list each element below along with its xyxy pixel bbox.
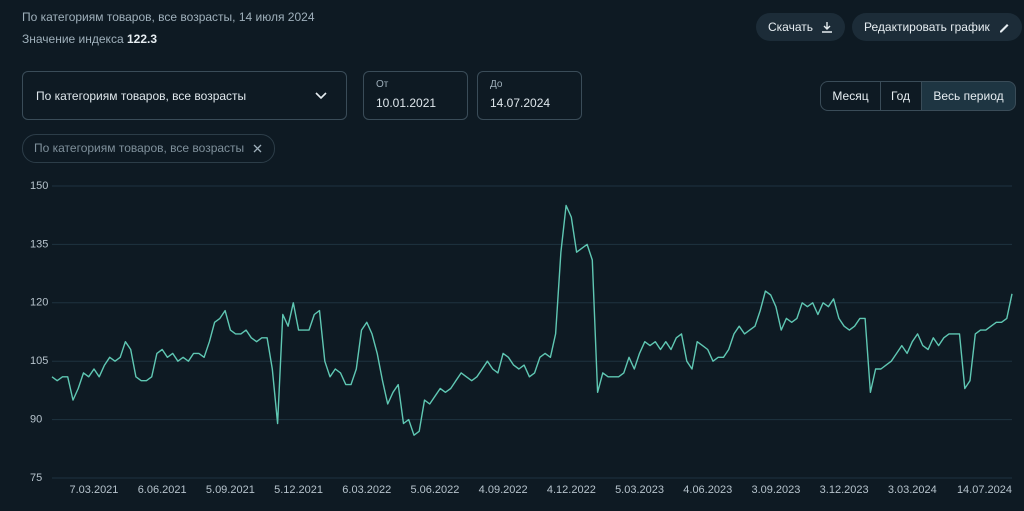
x-tick-label: 7.03.2021 (69, 484, 118, 496)
y-tick-label: 150 (30, 180, 48, 192)
from-value: 10.01.2021 (376, 96, 437, 110)
x-tick-label: 3.12.2023 (820, 484, 869, 496)
edit-text: Редактировать график (864, 20, 990, 34)
dropdown-text: По категориям товаров, все возрасты (36, 89, 247, 103)
y-tick-label: 120 (30, 297, 48, 309)
chip-text: По категориям товаров, все возрасты (34, 141, 245, 155)
x-tick-label: 5.09.2021 (206, 484, 255, 496)
to-label: До (490, 79, 503, 90)
y-tick-label: 90 (30, 414, 42, 426)
y-tick-label: 75 (30, 472, 42, 484)
x-tick-label: 4.09.2022 (479, 484, 528, 496)
chip-close[interactable] (253, 144, 262, 153)
x-tick-label: 3.03.2024 (888, 484, 937, 496)
download-text: Скачать (768, 20, 813, 34)
y-tick-label: 105 (30, 355, 48, 367)
x-tick-label: 14.07.2024 (957, 484, 1012, 496)
subtitle: По категориям товаров, все возрасты, 14 … (22, 10, 315, 24)
chevron (315, 92, 327, 100)
from-label: От (376, 79, 389, 90)
edit-icon (999, 24, 1009, 33)
download-icon (822, 22, 832, 33)
to-field[interactable]: До 14.07.2024 (477, 71, 582, 120)
x-tick-label: 6.03.2022 (342, 484, 391, 496)
filter-chip[interactable]: По категориям товаров, все возрасты (22, 134, 276, 163)
to-value: 14.07.2024 (490, 96, 551, 110)
x-tick-label: 4.06.2023 (683, 484, 732, 496)
x-tick-label: 3.09.2023 (751, 484, 800, 496)
index-value: 122.3 (126, 32, 157, 46)
x-tick-label: 5.12.2021 (274, 484, 323, 496)
period-month[interactable]: Месяц (820, 81, 881, 111)
edit-button[interactable]: Редактировать график (852, 13, 1022, 41)
index-label-text: Значение индекса (22, 32, 124, 46)
x-tick-label: 5.06.2022 (410, 484, 459, 496)
category-dropdown[interactable]: По категориям товаров, все возрасты (22, 71, 347, 120)
period-all[interactable]: Весь период (921, 81, 1016, 111)
download-button[interactable]: Скачать (756, 13, 845, 41)
x-tick-label: 6.06.2021 (138, 484, 187, 496)
index-label: Значение индекса 122.3 (22, 32, 157, 46)
x-tick-label: 5.03.2023 (615, 484, 664, 496)
data-line (51, 204, 1013, 436)
from-field[interactable]: От 10.01.2021 (363, 71, 468, 120)
x-tick-label: 4.12.2022 (547, 484, 596, 496)
y-tick-label: 135 (30, 238, 48, 250)
